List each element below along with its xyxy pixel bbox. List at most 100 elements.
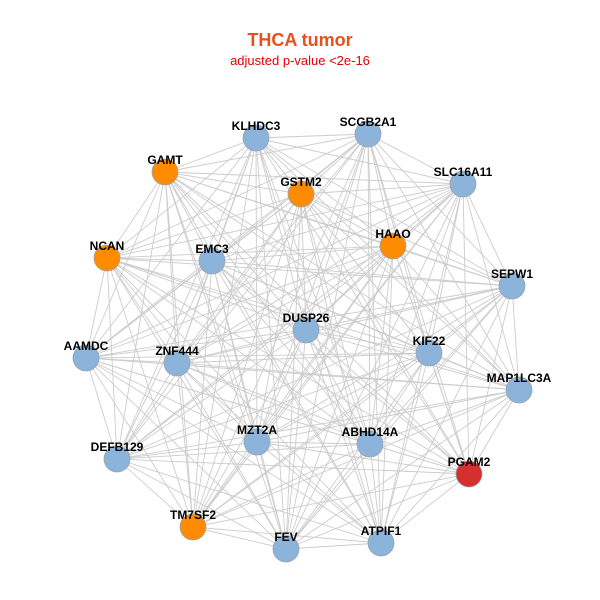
edge-GAMT-MAP1LC3A	[164, 171, 520, 391]
edge-SCGB2A1-SLC16A11	[367, 133, 464, 185]
node-label-EMC3: EMC3	[195, 242, 229, 256]
edge-MZT2A-PGAM2	[256, 441, 470, 475]
edge-AAMDC-KIF22	[85, 352, 430, 359]
edge-ZNF444-TM7SF2	[176, 362, 194, 528]
edge-NCAN-HAAO	[106, 245, 394, 259]
edge-ZNF444-MZT2A	[176, 362, 258, 443]
edge-FEV-ATPIF1	[285, 542, 382, 550]
edge-KIF22-ATPIF1	[380, 352, 430, 544]
edge-KLHDC3-HAAO	[255, 137, 394, 247]
edge-KIF22-DEFB129	[116, 352, 430, 460]
edge-MAP1LC3A-PGAM2	[468, 389, 520, 475]
edge-ABHD14A-DEFB129	[116, 443, 371, 460]
edge-TM7SF2-FEV	[192, 526, 287, 550]
edge-ZNF444-FEV	[176, 362, 287, 550]
edge-NCAN-TM7SF2	[106, 257, 194, 528]
edge-EMC3-SEPW1	[211, 260, 513, 287]
edge-ABHD14A-PGAM2	[369, 443, 470, 475]
node-label-TM7SF2: TM7SF2	[170, 508, 216, 522]
edge-SCGB2A1-MZT2A	[256, 133, 369, 443]
node-label-SCGB2A1: SCGB2A1	[340, 115, 397, 129]
edge-SLC16A11-NCAN	[106, 183, 464, 259]
node-ATPIF1	[367, 529, 395, 557]
plot-subtitle: adjusted p-value <2e-16	[230, 53, 370, 68]
node-SEPW1	[498, 272, 526, 300]
node-label-DUSP26: DUSP26	[283, 311, 330, 325]
edge-NCAN-ATPIF1	[106, 257, 382, 544]
edge-SLC16A11-TM7SF2	[192, 183, 464, 528]
node-SCGB2A1	[354, 120, 382, 148]
node-label-ABHD14A: ABHD14A	[342, 425, 399, 439]
edge-MZT2A-TM7SF2	[192, 441, 258, 528]
edge-DUSP26-AAMDC	[85, 329, 307, 359]
edge-HAAO-DUSP26	[305, 245, 394, 331]
edge-SCGB2A1-DUSP26	[305, 133, 369, 331]
edge-SEPW1-DUSP26	[305, 285, 513, 331]
edge-SLC16A11-EMC3	[211, 183, 464, 262]
node-DEFB129	[103, 445, 131, 473]
edge-EMC3-AAMDC	[85, 260, 213, 359]
edge-GSTM2-NCAN	[106, 193, 302, 259]
plot-title: THCA tumor	[247, 30, 353, 50]
edge-MZT2A-ATPIF1	[256, 441, 382, 544]
edge-KIF22-ABHD14A	[369, 352, 430, 445]
node-FEV	[272, 535, 300, 563]
edge-GSTM2-SEPW1	[300, 193, 513, 287]
edge-GAMT-GSTM2	[164, 171, 302, 195]
edge-SCGB2A1-ZNF444	[176, 133, 369, 364]
edge-SEPW1-ABHD14A	[369, 285, 513, 445]
edge-HAAO-ATPIF1	[380, 245, 394, 544]
node-TM7SF2	[179, 513, 207, 541]
edge-GAMT-ZNF444	[164, 171, 178, 364]
node-GAMT	[151, 158, 179, 186]
edge-MAP1LC3A-DEFB129	[116, 389, 520, 460]
edge-HAAO-AAMDC	[85, 245, 394, 359]
edge-HAAO-DEFB129	[116, 245, 394, 460]
edge-SCGB2A1-HAAO	[367, 133, 394, 247]
edge-KIF22-FEV	[285, 352, 430, 550]
edge-SLC16A11-MAP1LC3A	[462, 183, 520, 391]
edge-GAMT-ABHD14A	[164, 171, 371, 445]
edge-KLHDC3-SCGB2A1	[255, 133, 369, 139]
edge-GAMT-FEV	[164, 171, 287, 550]
edge-DEFB129-FEV	[116, 458, 287, 550]
edge-MZT2A-FEV	[256, 441, 287, 550]
edge-MAP1LC3A-ATPIF1	[380, 389, 520, 544]
edge-ZNF444-MAP1LC3A	[176, 362, 520, 391]
edge-DUSP26-DEFB129	[116, 329, 307, 460]
edge-AAMDC-DEFB129	[85, 357, 118, 460]
node-KLHDC3	[242, 124, 270, 152]
edge-HAAO-FEV	[285, 245, 394, 550]
edge-GSTM2-DEFB129	[116, 193, 302, 460]
edge-ABHD14A-TM7SF2	[192, 443, 371, 528]
edge-GAMT-DUSP26	[164, 171, 307, 331]
edge-SLC16A11-DUSP26	[305, 183, 464, 331]
edge-SLC16A11-AAMDC	[85, 183, 464, 359]
edge-DUSP26-MZT2A	[256, 329, 307, 443]
edge-NCAN-ABHD14A	[106, 257, 371, 445]
edge-SLC16A11-FEV	[285, 183, 464, 550]
edge-KLHDC3-TM7SF2	[192, 137, 257, 528]
edge-ABHD14A-ATPIF1	[369, 443, 382, 544]
edge-ZNF444-ABHD14A	[176, 362, 371, 445]
edge-SEPW1-FEV	[285, 285, 513, 550]
edge-SEPW1-MAP1LC3A	[511, 285, 520, 391]
edge-SLC16A11-SEPW1	[462, 183, 513, 287]
edge-EMC3-FEV	[211, 260, 287, 550]
edge-KLHDC3-MAP1LC3A	[255, 137, 520, 391]
edge-HAAO-MZT2A	[256, 245, 394, 443]
edge-GAMT-NCAN	[106, 171, 166, 259]
edge-SCGB2A1-ATPIF1	[367, 133, 382, 544]
node-DUSP26	[292, 316, 320, 344]
node-label-FEV: FEV	[274, 530, 297, 544]
edge-SEPW1-ATPIF1	[380, 285, 513, 544]
node-label-MZT2A: MZT2A	[237, 423, 277, 437]
edge-DUSP26-ABHD14A	[305, 329, 371, 445]
edge-ZNF444-ATPIF1	[176, 362, 382, 544]
node-label-SLC16A11: SLC16A11	[434, 165, 493, 179]
edge-SCGB2A1-GSTM2	[300, 133, 369, 195]
edge-ZNF444-PGAM2	[176, 362, 470, 475]
node-KIF22	[415, 339, 443, 367]
node-label-AAMDC: AAMDC	[64, 339, 109, 353]
